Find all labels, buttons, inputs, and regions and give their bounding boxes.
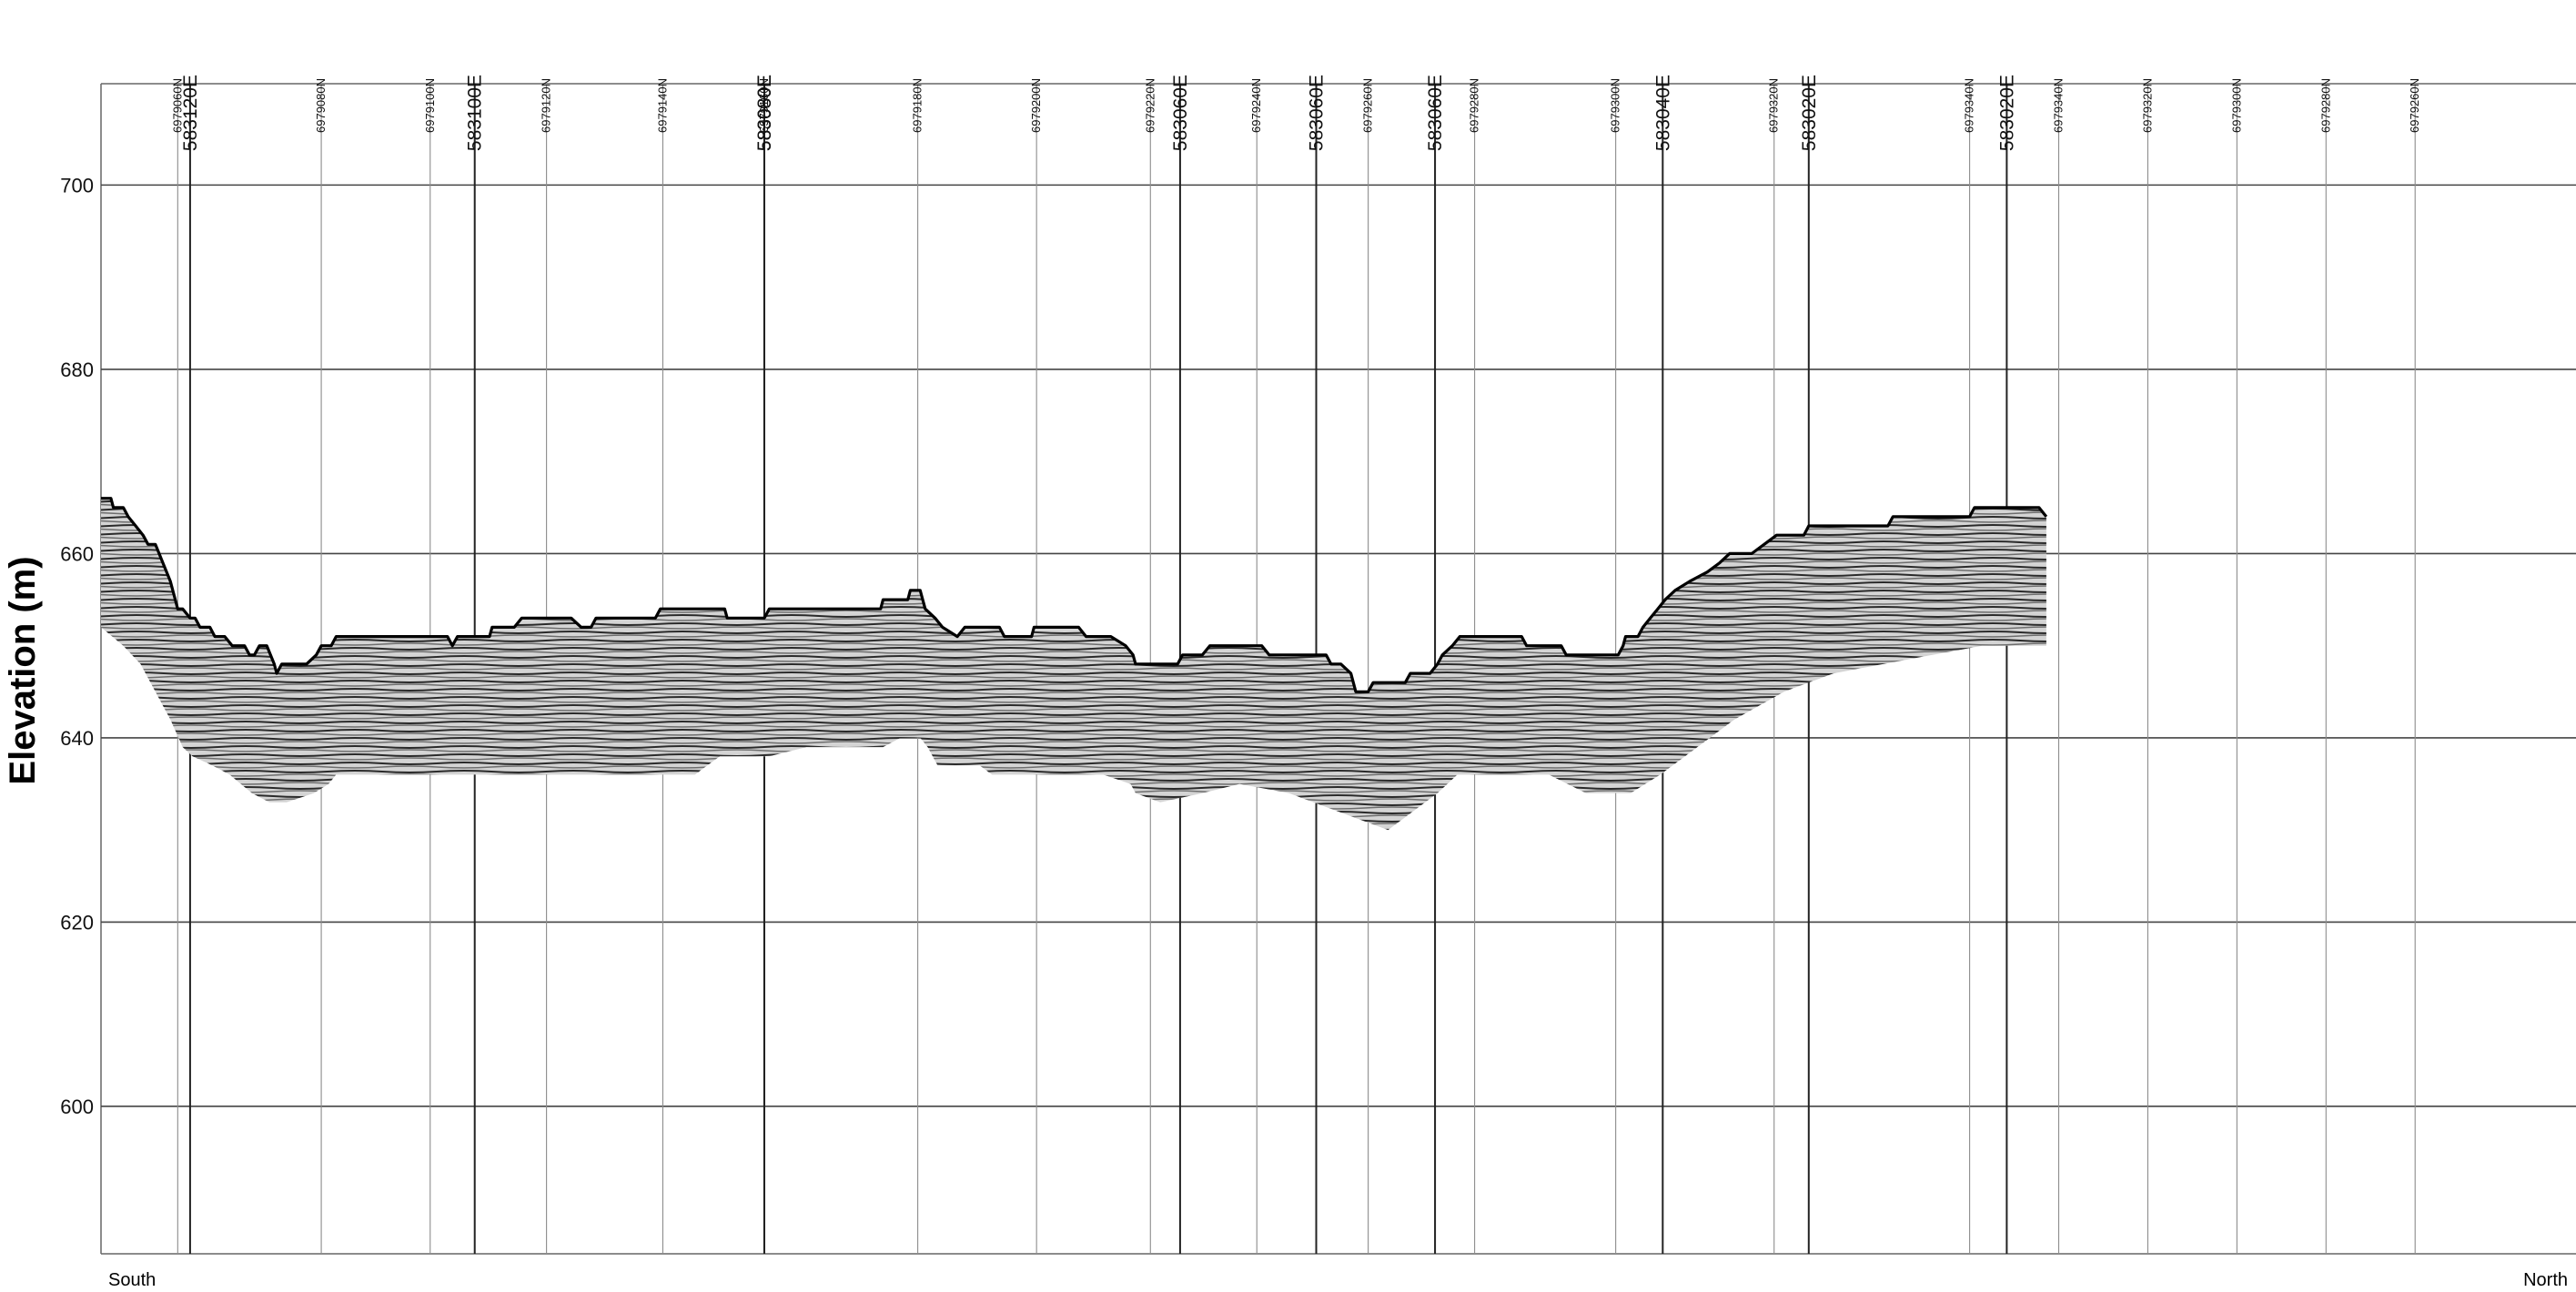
northing-label: 6979260N [1361,78,1375,133]
northing-label: 6979220N [1143,78,1157,133]
northing-label: 6979260N [2408,78,2421,133]
northing-label: 6979300N [2229,78,2243,133]
northing-label: 6979320N [1767,78,1781,133]
northing-label: 6979080N [314,78,328,133]
direction-label-south: South [108,1270,156,1290]
easting-label: 583060E [1170,75,1191,151]
northing-label: 6979200N [1029,78,1043,133]
easting-label: 583080E [754,75,775,151]
easting-label: 583020E [1799,75,1820,151]
easting-label: 583100E [465,75,486,151]
northing-label: 6979100N [423,78,437,133]
easting-label: 583060E [1307,75,1328,151]
northing-label: 6979340N [1963,78,1976,133]
easting-label: 583080E [754,75,775,151]
northing-label: 6979300N [1609,78,1622,133]
easting-label: 583060E [1425,75,1446,151]
northing-label: 6979320N [2140,78,2154,133]
northing-label: 6979240N [1249,78,1263,133]
ground-surface-line [101,497,2048,693]
northing-label: 6979140N [655,78,669,133]
y-tick-label: 620 [60,911,94,934]
northing-label: 6979280N [2318,78,2332,133]
easting-label: 583020E [1996,75,2017,151]
northing-label: 6979160N [757,78,771,133]
northing-label: 6979180N [911,78,924,133]
labels: 600 620 640 660 680 700 6979060N 6979080N 697910… [60,75,2421,1118]
northing-label: 6979340N [2052,78,2066,133]
direction-label-north: North [2523,1270,2568,1290]
easting-label: 583040E [1652,75,1673,151]
y-tick-label: 660 [60,542,94,565]
northing-label: 6979280N [1468,78,1481,133]
easting-label: 583120E [180,75,201,151]
ground-surface-layer [101,497,2048,693]
y-tick-label: 600 [60,1095,94,1118]
y-tick-label: 680 [60,358,94,381]
y-axis-title: Elevation (m) [3,556,43,784]
northing-label: 6979120N [540,78,553,133]
y-tick-label: 640 [60,727,94,750]
y-tick-label: 700 [60,174,94,197]
northing-label: 6979060N [170,78,184,133]
